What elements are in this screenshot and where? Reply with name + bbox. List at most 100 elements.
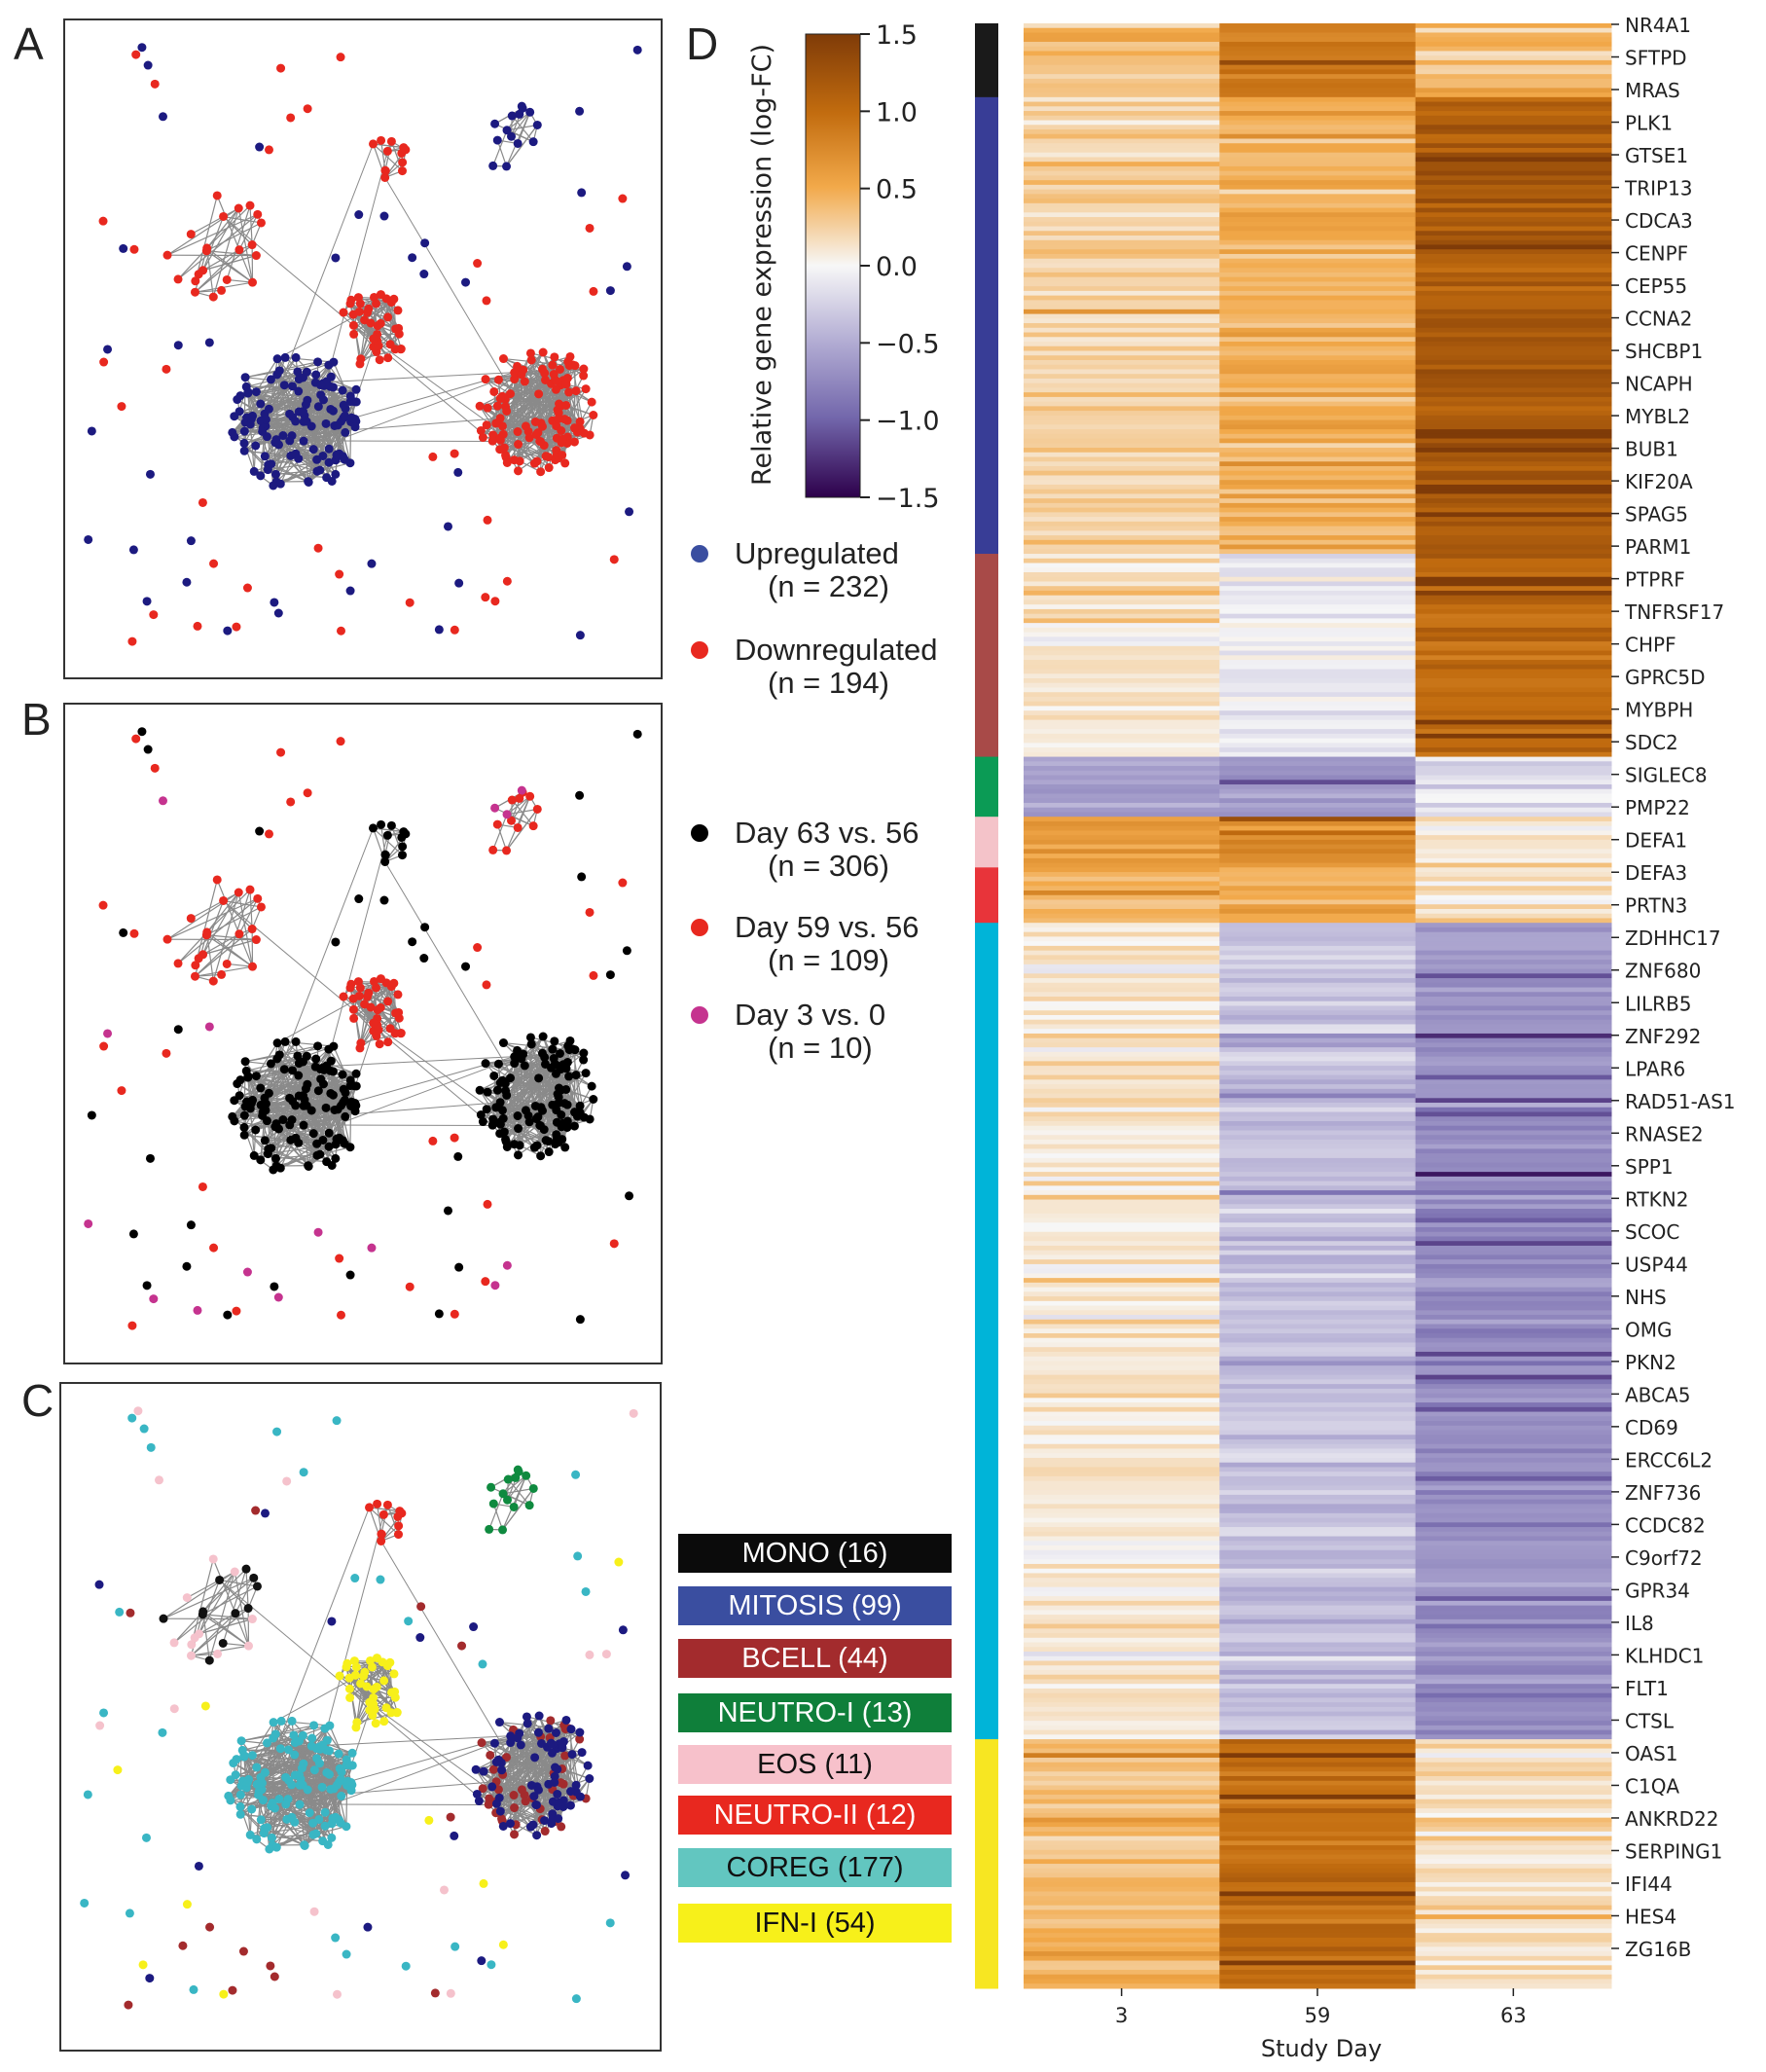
- network-edge: [202, 254, 257, 272]
- network-edge: [265, 455, 318, 472]
- heatmap-cell: [1024, 345, 1220, 351]
- heatmap-cell: [1024, 309, 1220, 315]
- heatmap-cell: [1024, 1037, 1220, 1043]
- module-strip-ifn-i: [975, 1739, 998, 1989]
- heatmap-cell: [1219, 147, 1417, 154]
- heatmap-cell: [1415, 350, 1612, 356]
- colorbar-tick-label: −1.0: [876, 407, 940, 437]
- heatmap-cell: [1415, 1098, 1612, 1104]
- heatmap-cell: [1219, 918, 1417, 924]
- heatmap-cell: [1024, 558, 1220, 564]
- heatmap-cell: [1219, 950, 1417, 956]
- heatmap-cell: [1219, 641, 1417, 647]
- heatmap-cell: [1024, 604, 1220, 610]
- heatmap-cell: [1024, 669, 1220, 674]
- heatmap-cell: [1219, 323, 1417, 329]
- network-edge: [202, 207, 239, 272]
- network-edge: [341, 369, 523, 422]
- network-edge: [384, 141, 392, 171]
- heatmap-cell: [1415, 756, 1612, 762]
- heatmap-cell: [1024, 419, 1220, 425]
- heatmap-cell: [1219, 143, 1417, 149]
- heatmap-cell: [1219, 1029, 1417, 1035]
- heatmap-cell: [1415, 152, 1612, 158]
- heatmap-cell: [1219, 207, 1417, 213]
- heatmap-cell: [1415, 78, 1612, 85]
- heatmap-cell: [1024, 627, 1220, 634]
- heatmap-cell: [1219, 226, 1417, 232]
- heatmap-cell: [1024, 1000, 1220, 1006]
- heatmap-cell: [1024, 143, 1220, 149]
- heatmap-cell: [1219, 849, 1417, 854]
- heatmap-cell: [1415, 64, 1612, 70]
- network-edge: [506, 124, 538, 131]
- heatmap-cell: [1415, 111, 1612, 117]
- heatmap-cell: [1024, 650, 1220, 656]
- heatmap-cell: [1415, 175, 1612, 181]
- network-edge: [195, 195, 218, 281]
- heatmap-cell: [1024, 894, 1220, 900]
- heatmap-cell: [1024, 1079, 1220, 1085]
- heatmap-cell: [1219, 526, 1417, 531]
- heatmap-cell: [1024, 162, 1220, 167]
- network-edge: [206, 204, 251, 249]
- heatmap-cell: [1219, 268, 1417, 273]
- heatmap-cell: [1415, 710, 1612, 716]
- heatmap-cell: [1219, 120, 1417, 126]
- heatmap-cell: [1415, 927, 1612, 933]
- heatmap-cell: [1219, 212, 1417, 218]
- network-edge: [373, 143, 404, 149]
- heatmap-cell: [1415, 936, 1612, 942]
- heatmap-cell: [1024, 290, 1220, 297]
- heatmap-cell: [1415, 1176, 1612, 1182]
- heatmap-cell: [1024, 714, 1220, 721]
- heatmap-cell: [1219, 817, 1417, 822]
- heatmap-cell: [1024, 936, 1220, 942]
- heatmap-cell: [1024, 692, 1220, 698]
- heatmap-cell: [1415, 207, 1612, 213]
- heatmap-cell: [1219, 738, 1417, 744]
- heatmap-cell: [1415, 253, 1612, 260]
- heatmap-cell: [1415, 549, 1612, 555]
- heatmap-cell: [1415, 378, 1612, 384]
- heatmap-cell: [1219, 101, 1417, 107]
- network-edge: [267, 418, 501, 438]
- heatmap-cell: [1024, 1139, 1220, 1145]
- heatmap-cell: [1024, 664, 1220, 671]
- heatmap-cell: [1415, 586, 1612, 592]
- heatmap-cell: [1415, 876, 1612, 883]
- heatmap-cell: [1415, 452, 1612, 458]
- heatmap-cell: [1415, 1014, 1612, 1021]
- heatmap-cell: [1024, 793, 1220, 799]
- heatmap-cell: [1415, 770, 1612, 777]
- heatmap-cell: [1219, 857, 1417, 864]
- heatmap-cell: [1024, 378, 1220, 384]
- heatmap-cell: [1024, 581, 1220, 587]
- heatmap-cell: [1024, 194, 1220, 200]
- heatmap-cell: [1415, 1037, 1612, 1043]
- heatmap-cell: [1024, 963, 1220, 970]
- heatmap-cell: [1219, 1056, 1417, 1062]
- heatmap-cell: [1415, 406, 1612, 412]
- heatmap-cell: [1219, 839, 1417, 846]
- network-edge: [565, 404, 594, 417]
- heatmap-cell: [1219, 1000, 1417, 1006]
- heatmap-cell: [1415, 1185, 1612, 1191]
- heatmap-cell: [1219, 733, 1417, 740]
- heatmap-cell: [1219, 835, 1417, 841]
- heatmap-cell: [1219, 886, 1417, 891]
- heatmap-cell: [1415, 641, 1612, 647]
- heatmap-cell: [1415, 724, 1612, 730]
- network-edge: [502, 384, 561, 427]
- heatmap-cell: [1415, 23, 1612, 29]
- heatmap-cell: [1024, 92, 1220, 98]
- heatmap-cell: [1024, 729, 1220, 735]
- heatmap-cell: [1415, 766, 1612, 772]
- heatmap-cell: [1415, 571, 1612, 578]
- heatmap-cell: [1415, 992, 1612, 998]
- heatmap-cell: [1024, 1144, 1220, 1149]
- heatmap-cell: [1219, 844, 1417, 850]
- heatmap-cell: [1415, 415, 1612, 421]
- heatmap-cell: [1024, 268, 1220, 273]
- heatmap-cell: [1219, 433, 1417, 440]
